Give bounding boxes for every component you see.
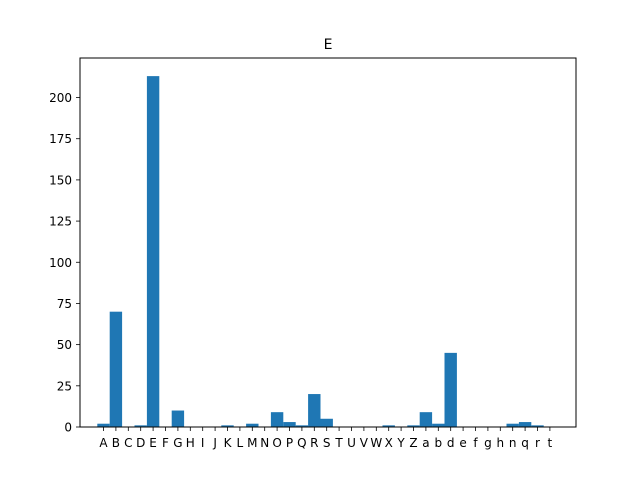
y-tick-label: 100 — [49, 256, 72, 270]
x-tick-label: a — [422, 436, 429, 450]
x-tick-label: B — [112, 436, 120, 450]
x-tick-label: d — [447, 436, 455, 450]
x-tick-label: J — [212, 436, 217, 450]
y-tick-label: 25 — [57, 379, 72, 393]
bar-M — [246, 423, 259, 427]
bar-E — [146, 76, 160, 428]
x-tick-label: X — [385, 436, 393, 450]
bar-Q — [295, 425, 309, 427]
x-tick-label: t — [548, 436, 553, 450]
bar-r — [531, 425, 544, 427]
bar-q — [518, 422, 532, 427]
bar-b — [432, 423, 445, 427]
x-tick-label: N — [260, 436, 269, 450]
x-tick-label: h — [496, 436, 504, 450]
x-tick-label: g — [484, 436, 492, 450]
x-tick-label: F — [162, 436, 169, 450]
bar-A — [97, 423, 110, 427]
y-tick-label: 150 — [49, 173, 72, 187]
x-tick-label: K — [224, 436, 233, 450]
chart-title: E — [324, 37, 333, 53]
x-tick-label: D — [136, 436, 145, 450]
x-tick-label: Y — [396, 436, 405, 450]
y-tick-label: 50 — [57, 338, 72, 352]
x-tick-label: n — [509, 436, 517, 450]
x-tick-label: V — [360, 436, 369, 450]
x-tick-label: T — [334, 436, 343, 450]
bar-Z — [407, 425, 420, 427]
x-tick-label: C — [124, 436, 132, 450]
bar-O — [270, 412, 284, 427]
bar-G — [171, 410, 185, 427]
bar-X — [382, 425, 395, 427]
x-tick-label: e — [459, 436, 466, 450]
bar-B — [109, 311, 123, 427]
y-tick-label: 0 — [64, 421, 72, 435]
y-tick-label: 125 — [49, 215, 72, 229]
y-axis: 0 25 50 75 100 125 150 175 200 — [49, 91, 80, 435]
bar-R — [308, 394, 321, 427]
x-tick-label: U — [347, 436, 356, 450]
bar-d — [444, 352, 457, 427]
bar-K — [221, 425, 234, 427]
bar-n — [506, 423, 519, 427]
x-tick-label: M — [247, 436, 257, 450]
x-tick-label: f — [473, 436, 478, 450]
bar-D — [134, 425, 147, 427]
plot-frame — [79, 57, 577, 428]
x-tick-label: G — [173, 436, 182, 450]
y-tick-label: 75 — [57, 297, 72, 311]
bar-P — [283, 422, 296, 427]
x-tick-label: A — [99, 436, 108, 450]
x-tick-label: E — [149, 436, 157, 450]
x-tick-label: Q — [297, 436, 306, 450]
bar-a — [419, 412, 433, 427]
x-tick-label: q — [521, 436, 529, 450]
x-tick-label: b — [434, 436, 442, 450]
x-tick-label: L — [237, 436, 244, 450]
y-tick-label: 175 — [49, 132, 72, 146]
bars-group — [97, 76, 544, 428]
x-tick-label: Z — [409, 436, 417, 450]
x-tick-label: S — [323, 436, 331, 450]
x-tick-label: O — [272, 436, 281, 450]
y-tick-label: 200 — [49, 91, 72, 105]
x-tick-label: H — [186, 436, 195, 450]
bar-S — [320, 418, 333, 427]
x-tick-label: r — [535, 436, 540, 450]
x-tick-label: P — [286, 436, 293, 450]
x-tick-label: R — [310, 436, 318, 450]
x-tick-label: W — [370, 436, 382, 450]
x-tick-label: I — [201, 436, 205, 450]
